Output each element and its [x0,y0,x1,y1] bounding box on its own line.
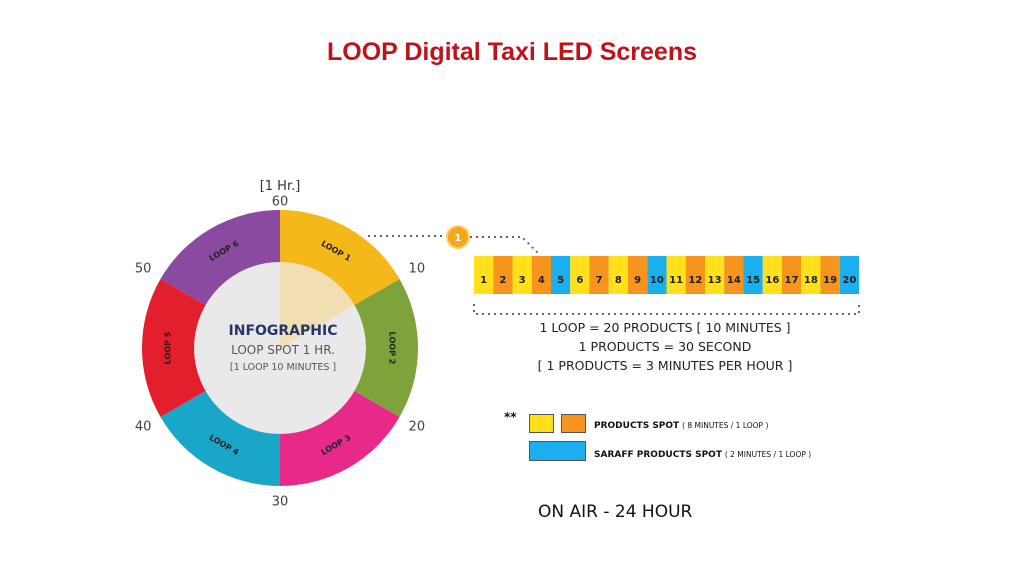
callout-dotted-line-right [470,236,541,256]
legend-swatch-saraff-blue [529,441,586,461]
dial-tick-40: 40 [135,420,152,435]
product-slot-9 [628,256,648,294]
product-slot-label-1: 1 [480,275,487,286]
dial-tick-10: 10 [409,262,426,277]
legend-item-products: PRODUCTS SPOT ( 8 MINUTES / 1 LOOP ) [594,421,768,431]
product-slot-label-2: 2 [499,275,506,286]
product-slot-12 [685,256,705,294]
product-slot-2 [493,256,513,294]
on-air-footer: ON AIR - 24 HOUR [538,502,693,522]
product-slot-label-7: 7 [596,275,603,286]
product-slot-label-8: 8 [615,275,622,286]
dial-top-label: [1 Hr.] [260,179,301,194]
dial-tick-60: 60 [272,195,289,210]
product-slot-8 [608,256,628,294]
dial-segment-loop-2 [352,279,418,417]
product-slot-5 [551,256,571,294]
legend-item-saraff: SARAFF PRODUCTS SPOT ( 2 MINUTES / 1 LOO… [594,450,811,460]
dial-segment-loop-1 [280,210,400,306]
dial-segment-label-loop-2: LOOP 2 [388,332,397,365]
product-slot-label-3: 3 [519,275,526,286]
page-title: LOOP Digital Taxi LED Screens [326,38,698,66]
product-slot-label-5: 5 [557,275,564,286]
legend-marker: ** [504,410,517,424]
loop-description-line3: [ 1 PRODUCTS = 3 MINUTES PER HOUR ] [537,358,793,373]
callout-number: 1 [455,233,462,244]
dial-segment-loop-5 [142,279,208,417]
product-slot-label-4: 4 [538,275,545,286]
legend-detail-products: ( 8 MINUTES / 1 LOOP ) [682,421,769,430]
slot-bracket [473,304,860,315]
product-slot-label-15: 15 [746,275,760,286]
product-slot-label-18: 18 [804,275,818,286]
dial-center-line1: LOOP SPOT 1 HR. [231,343,335,357]
dial-tick-20: 20 [409,420,426,435]
loop-1-highlight-wedge [280,262,355,348]
legend-swatch-products-orange [561,414,586,433]
product-slot-label-9: 9 [634,275,641,286]
product-slot-16 [762,256,782,294]
dial-segment-loop-4 [160,390,280,486]
product-slot-18 [801,256,821,294]
product-slot-15 [743,256,763,294]
product-slot-strip: 1 2 3 4 5 6 7 8 9 10 11 12 13 14 15 16 17 18 19 20 [474,256,859,294]
product-slot-3 [512,256,532,294]
legend-label-saraff: SARAFF PRODUCTS SPOT [594,450,722,460]
product-slot-7 [589,256,609,294]
product-slot-4 [531,256,551,294]
dial-tick-30: 30 [272,495,289,510]
product-slot-20 [839,256,859,294]
dial-segment-loop-3 [280,390,400,486]
dial-segment-loop-6 [160,210,280,306]
product-slot-label-19: 19 [823,275,837,286]
product-slot-label-12: 12 [688,275,702,286]
legend-swatch-products-yellow [529,414,554,433]
dial-segment-label-loop-5: LOOP 5 [164,331,173,364]
loop-description-line1: 1 LOOP = 20 PRODUCTS [ 10 MINUTES ] [539,320,791,335]
product-slot-label-14: 14 [727,275,741,286]
product-slot-label-16: 16 [765,275,779,286]
product-slot-label-6: 6 [576,275,583,286]
product-slot-label-17: 17 [785,275,799,286]
callout-number-badge [446,225,470,249]
dial-center-line2: [1 LOOP 10 MINUTES ] [229,362,337,373]
product-slot-label-11: 11 [669,275,683,286]
product-slot-19 [820,256,840,294]
product-slot-label-10: 10 [650,275,664,286]
product-slot-13 [705,256,725,294]
product-slot-label-13: 13 [708,275,722,286]
product-slot-10 [647,256,667,294]
product-slot-17 [782,256,802,294]
loop-description-line2: 1 PRODUCTS = 30 SECOND [578,339,752,354]
product-slot-11 [666,256,686,294]
product-slot-1 [474,256,494,294]
dial-tick-50: 50 [135,262,152,277]
product-slot-6 [570,256,590,294]
product-slot-label-20: 20 [842,275,856,286]
product-slot-14 [724,256,744,294]
legend-detail-saraff: ( 2 MINUTES / 1 LOOP ) [724,450,812,459]
legend-label-products: PRODUCTS SPOT [594,421,680,431]
dial-center-heading: INFOGRAPHIC [228,323,338,339]
